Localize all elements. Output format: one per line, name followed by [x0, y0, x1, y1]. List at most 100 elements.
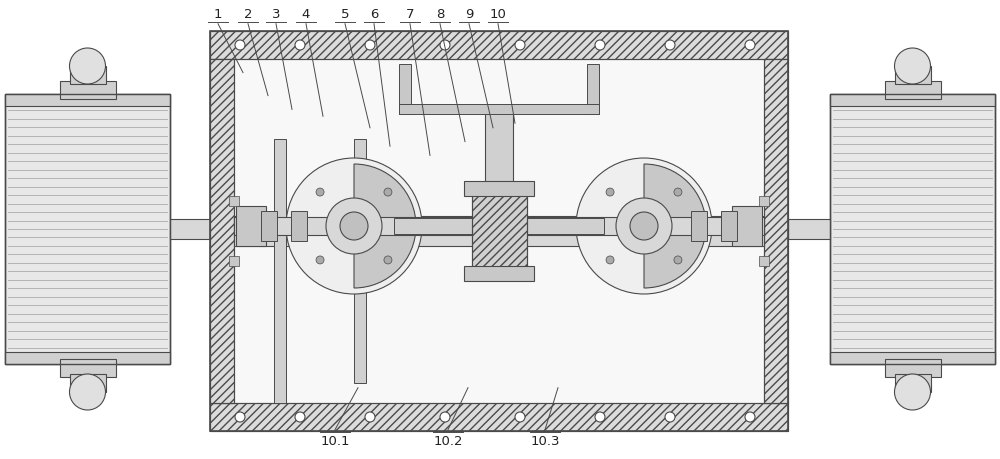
- Bar: [788, 219, 830, 240]
- Circle shape: [440, 412, 450, 422]
- Circle shape: [515, 41, 525, 51]
- Bar: [236, 207, 266, 246]
- Bar: [210, 403, 788, 431]
- Bar: [464, 182, 534, 196]
- Text: 8: 8: [436, 8, 444, 21]
- Circle shape: [235, 412, 245, 422]
- Bar: [691, 212, 707, 241]
- Text: 7: 7: [406, 8, 414, 21]
- Circle shape: [384, 189, 392, 196]
- Circle shape: [440, 41, 450, 51]
- Bar: [895, 67, 930, 85]
- Bar: [5, 95, 170, 364]
- Bar: [261, 212, 277, 241]
- Bar: [60, 359, 116, 377]
- Circle shape: [745, 412, 755, 422]
- Bar: [291, 212, 307, 241]
- Circle shape: [616, 199, 672, 254]
- Bar: [464, 266, 534, 281]
- Circle shape: [595, 412, 605, 422]
- Text: 6: 6: [370, 8, 378, 21]
- Circle shape: [606, 189, 614, 196]
- Circle shape: [365, 41, 375, 51]
- Circle shape: [665, 41, 675, 51]
- Bar: [830, 95, 995, 364]
- Text: 10.3: 10.3: [530, 434, 560, 447]
- Circle shape: [365, 412, 375, 422]
- Bar: [5, 95, 170, 364]
- Circle shape: [674, 189, 682, 196]
- Bar: [830, 95, 995, 107]
- Bar: [526, 218, 604, 235]
- Circle shape: [326, 199, 382, 254]
- Bar: [885, 359, 940, 377]
- Bar: [759, 196, 769, 207]
- Bar: [5, 95, 170, 107]
- Circle shape: [70, 49, 106, 85]
- Bar: [210, 403, 788, 431]
- Circle shape: [576, 159, 712, 294]
- Bar: [229, 257, 239, 266]
- Bar: [399, 65, 411, 115]
- Text: 10: 10: [490, 8, 506, 21]
- Wedge shape: [354, 165, 416, 288]
- Circle shape: [70, 374, 106, 410]
- Bar: [70, 67, 106, 85]
- Bar: [830, 95, 995, 364]
- Bar: [399, 105, 599, 115]
- Circle shape: [665, 412, 675, 422]
- Bar: [234, 218, 764, 235]
- Text: 9: 9: [465, 8, 473, 21]
- Text: 4: 4: [302, 8, 310, 21]
- Bar: [394, 218, 472, 235]
- Circle shape: [286, 159, 422, 294]
- Bar: [70, 374, 106, 392]
- Circle shape: [674, 257, 682, 264]
- Circle shape: [384, 257, 392, 264]
- Text: 1: 1: [214, 8, 222, 21]
- Bar: [210, 60, 234, 403]
- Circle shape: [316, 257, 324, 264]
- Bar: [885, 82, 940, 100]
- Circle shape: [295, 412, 305, 422]
- Circle shape: [895, 374, 930, 410]
- Circle shape: [745, 41, 755, 51]
- Bar: [830, 352, 995, 364]
- Circle shape: [606, 257, 614, 264]
- Text: 10.2: 10.2: [433, 434, 463, 447]
- Bar: [354, 140, 366, 383]
- Bar: [472, 191, 526, 271]
- Bar: [587, 65, 599, 115]
- Bar: [759, 257, 769, 266]
- Bar: [895, 374, 930, 392]
- Bar: [170, 219, 210, 240]
- Circle shape: [295, 41, 305, 51]
- Bar: [274, 140, 286, 403]
- Text: 5: 5: [341, 8, 349, 21]
- Circle shape: [595, 41, 605, 51]
- Wedge shape: [644, 165, 706, 288]
- Text: 10.1: 10.1: [320, 434, 350, 447]
- Text: 2: 2: [244, 8, 252, 21]
- Bar: [732, 207, 762, 246]
- Bar: [210, 32, 788, 431]
- Circle shape: [316, 189, 324, 196]
- Circle shape: [515, 412, 525, 422]
- Bar: [472, 191, 526, 271]
- Circle shape: [340, 213, 368, 241]
- Text: 3: 3: [272, 8, 280, 21]
- Bar: [229, 196, 239, 207]
- Circle shape: [630, 213, 658, 241]
- Bar: [234, 60, 764, 403]
- Bar: [210, 32, 788, 60]
- Bar: [764, 60, 788, 403]
- Bar: [721, 212, 737, 241]
- Bar: [764, 60, 788, 403]
- Circle shape: [895, 49, 930, 85]
- Bar: [210, 32, 788, 60]
- Bar: [210, 60, 234, 403]
- Bar: [485, 110, 513, 252]
- Bar: [60, 82, 116, 100]
- Bar: [5, 352, 170, 364]
- Bar: [485, 191, 513, 252]
